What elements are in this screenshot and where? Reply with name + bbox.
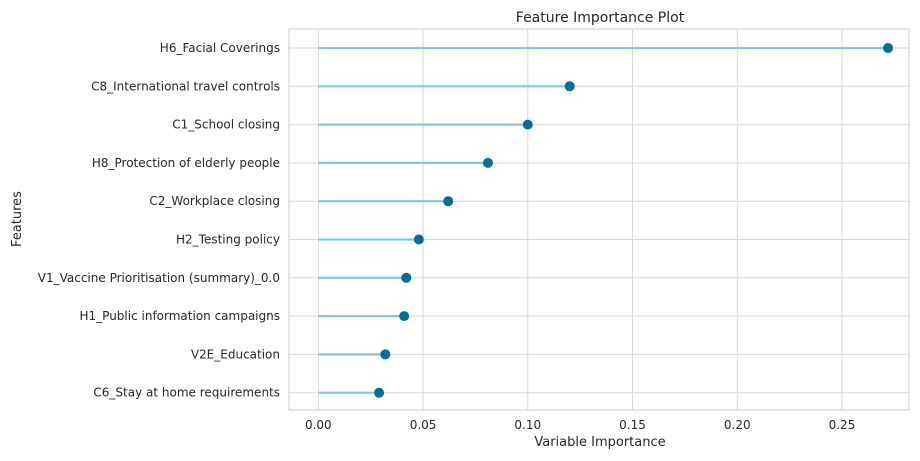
y-category-label: C2_Workplace closing <box>149 194 280 208</box>
importance-marker <box>522 119 533 130</box>
plot-frame <box>288 28 910 411</box>
x-axis-ticks: 0.00 0.05 0.10 0.15 0.20 0.25 <box>305 418 855 432</box>
importance-marker <box>374 387 385 398</box>
x-tick-label: 0.05 <box>410 418 437 432</box>
y-category-label: H8_Protection of elderly people <box>92 156 280 170</box>
y-axis-label: Features <box>10 191 25 247</box>
importance-marker <box>401 272 412 283</box>
y-category-label: H2_Testing policy <box>176 233 280 247</box>
y-category-label: V1_Vaccine Prioritisation (summary)_0.0 <box>38 271 280 285</box>
y-category-label: H1_Public information campaigns <box>80 309 280 323</box>
x-tick-label: 0.25 <box>829 418 856 432</box>
importance-marker <box>413 234 424 245</box>
importance-marker <box>883 43 894 53</box>
chart-title: Feature Importance Plot <box>516 10 685 26</box>
y-category-label: V2E_Education <box>191 347 280 361</box>
y-category-label: C6_Stay at home requirements <box>93 386 280 400</box>
x-axis-label: Variable Importance <box>534 435 665 450</box>
y-category-label: C1_School closing <box>172 118 280 132</box>
importance-marker <box>380 349 391 360</box>
data-marks <box>318 43 894 398</box>
y-axis-categories: H6_Facial Coverings C8_International trav… <box>38 41 280 400</box>
importance-marker <box>482 157 493 168</box>
y-category-label: H6_Facial Coverings <box>160 41 280 55</box>
x-tick-label: 0.10 <box>514 418 541 432</box>
importance-marker <box>443 196 454 207</box>
importance-marker <box>564 81 575 92</box>
x-tick-label: 0.20 <box>724 418 751 432</box>
x-tick-label: 0.00 <box>305 418 332 432</box>
x-tick-label: 0.15 <box>619 418 646 432</box>
importance-marker <box>399 311 410 322</box>
y-category-label: C8_International travel controls <box>91 79 280 93</box>
